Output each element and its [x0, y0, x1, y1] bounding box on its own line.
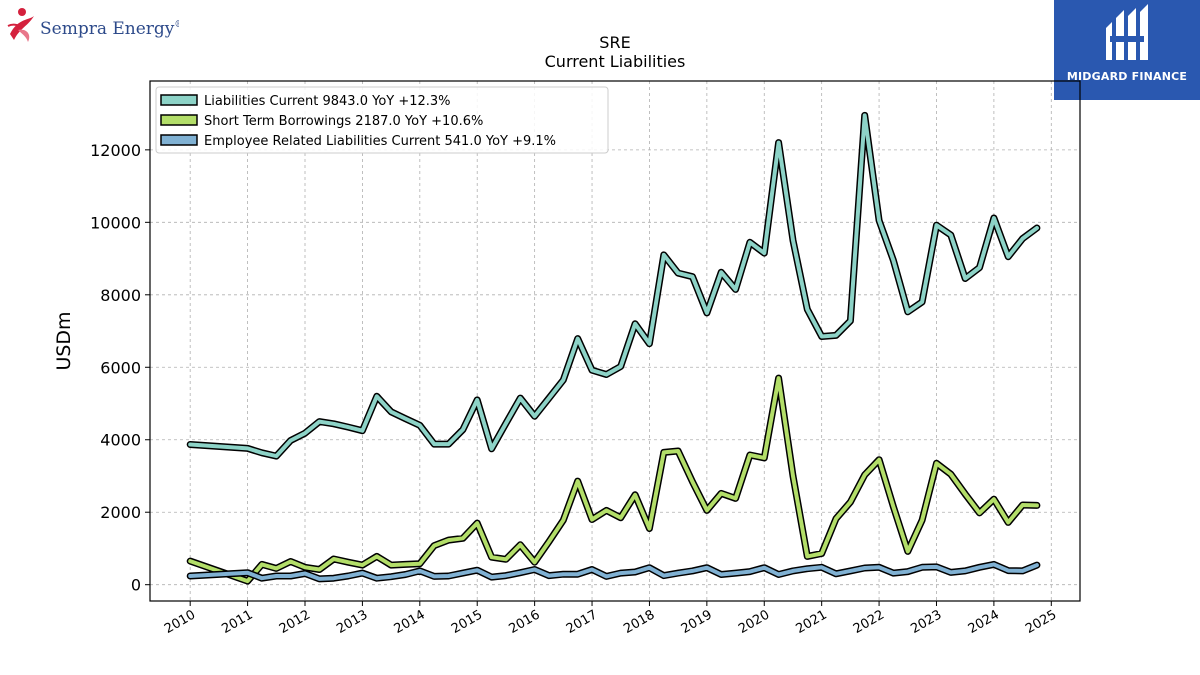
series-line — [188, 562, 1039, 581]
x-tick-label: 2018 — [621, 607, 657, 637]
series-line — [188, 113, 1039, 459]
legend-swatch — [160, 134, 198, 146]
x-tick-label: 2025 — [1023, 607, 1059, 637]
series-outline — [186, 111, 1041, 460]
legend-label: Liabilities Current 9843.0 YoY +12.3% — [204, 94, 451, 109]
grid — [150, 81, 1080, 601]
legend-label: Employee Related Liabilities Current 541… — [204, 134, 556, 149]
y-tick-label: 0 — [131, 576, 141, 595]
x-tick-label: 2017 — [564, 607, 600, 637]
legend-label: Short Term Borrowings 2187.0 YoY +10.6% — [204, 114, 483, 129]
chart-title: SRE — [599, 33, 630, 52]
svg-text:Sempra Energy®: Sempra Energy® — [40, 19, 179, 39]
x-tick-label: 2016 — [506, 607, 542, 637]
midgard-wordmark: MIDGARD FINANCE — [1066, 70, 1188, 83]
registered-mark: ® — [174, 20, 179, 30]
legend-swatch — [160, 94, 198, 106]
x-tick-label: 2015 — [449, 607, 485, 637]
x-tick-label: 2023 — [908, 607, 944, 637]
x-tick-label: 2010 — [162, 607, 198, 637]
y-axis-label: USDm — [53, 311, 75, 370]
legend-swatch — [160, 114, 198, 126]
chart-subtitle: Current Liabilities — [545, 52, 686, 71]
x-tick-label: 2019 — [679, 607, 715, 637]
y-tick-label: 8000 — [100, 286, 141, 305]
y-tick-label: 6000 — [100, 358, 141, 377]
x-tick-label: 2014 — [392, 607, 428, 637]
midgard-finance-logo: MIDGARD FINANCE — [1054, 0, 1200, 100]
series-lines — [186, 111, 1041, 585]
midgard-mark-icon — [1106, 4, 1148, 60]
plot-frame — [149, 80, 1081, 602]
x-tick-label: 2021 — [794, 607, 830, 637]
sempra-swirl-icon — [7, 8, 34, 42]
x-tick-label: 2013 — [334, 607, 370, 637]
y-tick-label: 12000 — [90, 141, 141, 160]
axes: 2010 2011 2012 2013 2014 2015 2016 2017 2018 2019… — [90, 141, 1059, 637]
x-tick-label: 2011 — [219, 607, 255, 637]
legend-box — [155, 86, 609, 154]
x-tick-label: 2020 — [736, 607, 772, 637]
y-tick-label: 2000 — [100, 503, 141, 522]
series-line — [188, 376, 1039, 584]
legend: Liabilities Current 9843.0 YoY +12.3% Sho… — [155, 86, 609, 154]
y-tick-label: 4000 — [100, 431, 141, 450]
x-tick-label: 2022 — [851, 607, 887, 637]
x-tick-label: 2024 — [966, 607, 1002, 637]
y-tick-label: 10000 — [90, 213, 141, 232]
sempra-energy-logo: Sempra Energy® — [4, 4, 183, 48]
x-tick-label: 2012 — [277, 607, 313, 637]
sempra-wordmark: Sempra Energy — [40, 19, 175, 39]
